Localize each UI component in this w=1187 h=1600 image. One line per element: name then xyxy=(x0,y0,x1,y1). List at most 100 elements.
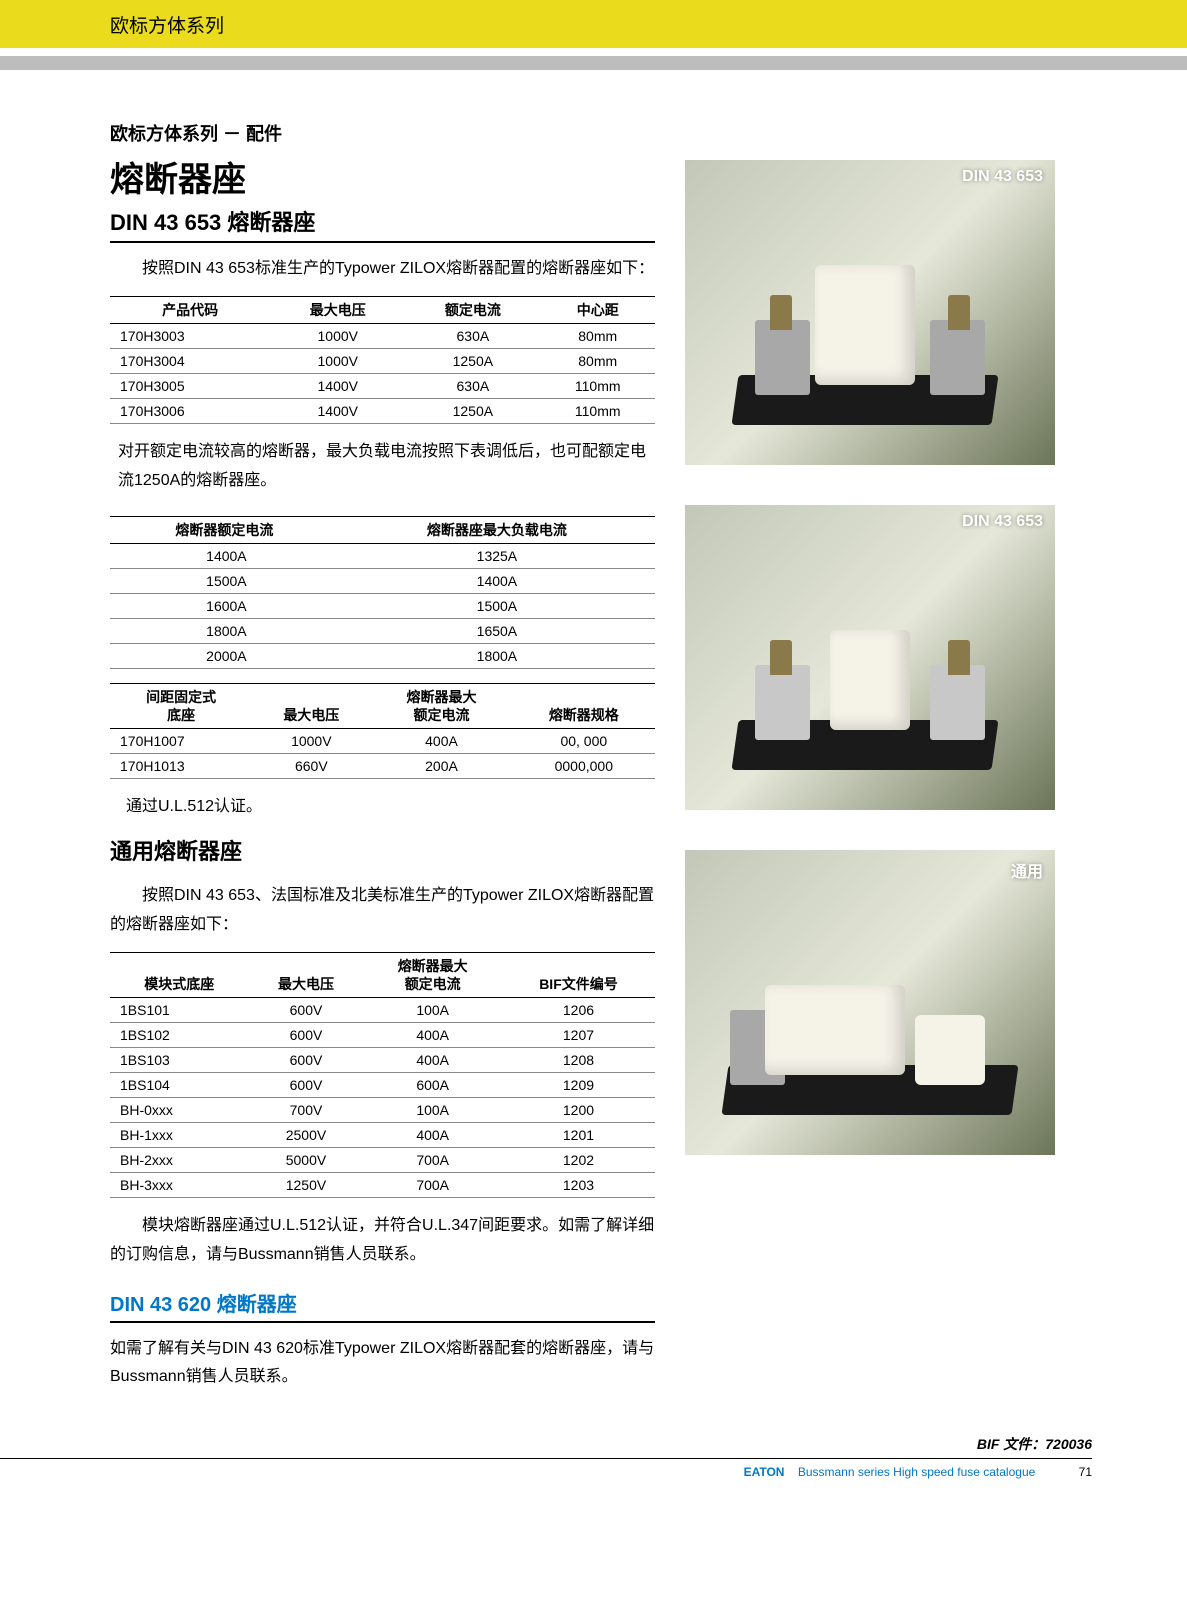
page-number: 71 xyxy=(1079,1465,1092,1479)
section2-note: 模块熔断器座通过U.L.512认证，并符合U.L.347间距要求。如需了解详细的… xyxy=(110,1212,655,1270)
table-row: 170H1013660V200A0000,000 xyxy=(110,754,655,779)
table-header: 中心距 xyxy=(540,296,655,323)
table-cell: 100A xyxy=(363,1097,502,1122)
table-cell: 1BS104 xyxy=(110,1072,249,1097)
table-row: BH-3xxx1250V700A1203 xyxy=(110,1172,655,1197)
table-row: 170H10071000V400A00, 000 xyxy=(110,729,655,754)
table-cell: 1600A xyxy=(110,593,339,618)
table-cell: BH-3xxx xyxy=(110,1172,249,1197)
page-footer: BIF 文件：720036 EATON Bussmann series High… xyxy=(0,1434,1187,1479)
table-cell: 700V xyxy=(249,1097,364,1122)
catalog-page: 欧标方体系列 欧标方体系列 － 配件 熔断器座 DIN 43 653 熔断器座 … xyxy=(0,0,1187,1519)
table-header: 最大电压 xyxy=(252,683,370,728)
section2-intro: 按照DIN 43 653、法国标准及北美标准生产的Typower ZILOX熔断… xyxy=(110,882,655,940)
gray-divider xyxy=(0,56,1187,70)
table-row: 1500A1400A xyxy=(110,568,655,593)
table-row: 1BS104600V600A1209 xyxy=(110,1072,655,1097)
table-cell: 1203 xyxy=(502,1172,655,1197)
table-cell: 1400V xyxy=(270,398,405,423)
bif-file: BIF 文件：720036 xyxy=(0,1434,1092,1454)
table-cell: 600V xyxy=(249,1022,364,1047)
table-cell: 400A xyxy=(363,1122,502,1147)
table-cell: 700A xyxy=(363,1147,502,1172)
table-header: 熔断器座最大负载电流 xyxy=(339,516,655,543)
table-header: 产品代码 xyxy=(110,296,270,323)
table-cell: 1201 xyxy=(502,1122,655,1147)
table-cell: 600A xyxy=(363,1072,502,1097)
table-cell: 1202 xyxy=(502,1147,655,1172)
table-cell: 100A xyxy=(363,997,502,1022)
table-cell: 1206 xyxy=(502,997,655,1022)
table-cell: 1800A xyxy=(110,618,339,643)
table-cell: 2500V xyxy=(249,1122,364,1147)
table-row: 170H30051400V630A110mm xyxy=(110,373,655,398)
right-column: DIN 43 653 DIN 43 653 通用 xyxy=(685,120,1092,1404)
table-cell: 1BS102 xyxy=(110,1022,249,1047)
footer-line: EATON Bussmann series High speed fuse ca… xyxy=(0,1465,1092,1479)
banner-text: 欧标方体系列 xyxy=(110,11,224,38)
table-cell: 170H1013 xyxy=(110,754,252,779)
section1-note1: 对开额定电流较高的熔断器，最大负载电流按照下表调低后，也可配额定电流1250A的… xyxy=(110,438,655,496)
table-header: 熔断器规格 xyxy=(513,683,655,728)
section1-intro: 按照DIN 43 653标准生产的Typower ZILOX熔断器配置的熔断器座… xyxy=(110,255,655,284)
table-cell: 1800A xyxy=(339,643,655,668)
table-row: 1BS101600V100A1206 xyxy=(110,997,655,1022)
table-cell: 5000V xyxy=(249,1147,364,1172)
table-cell: 170H1007 xyxy=(110,729,252,754)
banner: 欧标方体系列 xyxy=(0,0,1187,48)
table-cell: BH-2xxx xyxy=(110,1147,249,1172)
table-cell: 80mm xyxy=(540,348,655,373)
photo1-label: DIN 43 653 xyxy=(962,168,1043,186)
table-header: BIF文件编号 xyxy=(502,952,655,997)
table-header: 熔断器额定电流 xyxy=(110,516,339,543)
table-cell: 1325A xyxy=(339,543,655,568)
table-cell: 00, 000 xyxy=(513,729,655,754)
table-cell: 1400A xyxy=(110,543,339,568)
table-row: 1400A1325A xyxy=(110,543,655,568)
table-row: 170H30041000V1250A80mm xyxy=(110,348,655,373)
section1-heading: DIN 43 653 熔断器座 xyxy=(110,205,655,243)
table-row: 1BS103600V400A1208 xyxy=(110,1047,655,1072)
table-cell: 1650A xyxy=(339,618,655,643)
table-cell: 400A xyxy=(370,729,512,754)
table-row: 1800A1650A xyxy=(110,618,655,643)
table-cell: 630A xyxy=(405,323,540,348)
table-cell: 80mm xyxy=(540,323,655,348)
table-universal-base: 模块式底座最大电压熔断器最大额定电流BIF文件编号 1BS101600V100A… xyxy=(110,952,655,1198)
table-header: 最大电压 xyxy=(249,952,364,997)
table-cell: 1BS103 xyxy=(110,1047,249,1072)
table-cell: 660V xyxy=(252,754,370,779)
product-photo-1: DIN 43 653 xyxy=(685,160,1055,465)
page-subtitle: 欧标方体系列 － 配件 xyxy=(110,120,655,146)
section3-text: 如需了解有关与DIN 43 620标准Typower ZILOX熔断器配套的熔断… xyxy=(110,1335,655,1393)
table-header: 间距固定式底座 xyxy=(110,683,252,728)
table-cell: 170H3003 xyxy=(110,323,270,348)
photo3-label: 通用 xyxy=(1011,858,1043,882)
table-cell: 1200 xyxy=(502,1097,655,1122)
table-cell: 1000V xyxy=(270,323,405,348)
photo2-label: DIN 43 653 xyxy=(962,513,1043,531)
table-row: 170H30031000V630A80mm xyxy=(110,323,655,348)
table-row: BH-2xxx5000V700A1202 xyxy=(110,1147,655,1172)
content-area: 欧标方体系列 － 配件 熔断器座 DIN 43 653 熔断器座 按照DIN 4… xyxy=(0,120,1187,1404)
table-header: 最大电压 xyxy=(270,296,405,323)
table-cell: 400A xyxy=(363,1047,502,1072)
table-cell: 1209 xyxy=(502,1072,655,1097)
table-header: 熔断器最大额定电流 xyxy=(363,952,502,997)
table-cell: 170H3004 xyxy=(110,348,270,373)
table-cell: BH-0xxx xyxy=(110,1097,249,1122)
table-cell: 1000V xyxy=(270,348,405,373)
section2-heading: 通用熔断器座 xyxy=(110,834,655,870)
table-row: 1600A1500A xyxy=(110,593,655,618)
table-cell: 1208 xyxy=(502,1047,655,1072)
table-cell: 630A xyxy=(405,373,540,398)
table-cell: 1250A xyxy=(405,348,540,373)
table-header: 额定电流 xyxy=(405,296,540,323)
table-row: BH-1xxx2500V400A1201 xyxy=(110,1122,655,1147)
table-cell: 1400V xyxy=(270,373,405,398)
table-cell: 200A xyxy=(370,754,512,779)
table-derating: 熔断器额定电流熔断器座最大负载电流 1400A1325A1500A1400A16… xyxy=(110,516,655,669)
table-cell: 600V xyxy=(249,1072,364,1097)
table-header: 熔断器最大额定电流 xyxy=(370,683,512,728)
footer-series: Bussmann series High speed fuse catalogu… xyxy=(798,1465,1035,1479)
